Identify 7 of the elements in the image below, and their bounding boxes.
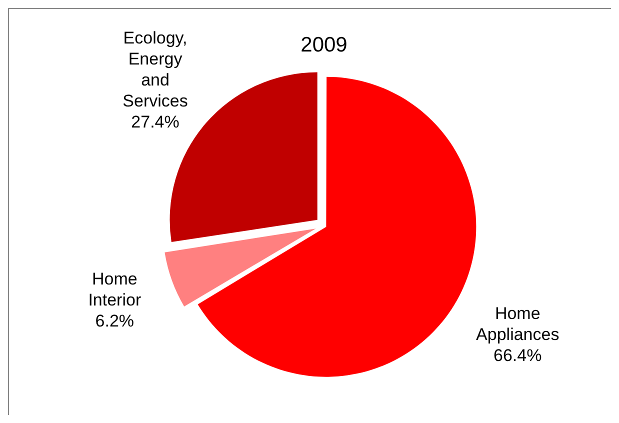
data-label: 27.4% xyxy=(131,112,180,132)
chart-title: 2009 xyxy=(300,33,348,56)
slice-label: Home Appliances xyxy=(476,304,560,344)
data-label: 6.2% xyxy=(95,312,134,331)
slice-label: Ecology, Energy and Services xyxy=(122,28,188,110)
data-label: 66.4% xyxy=(494,346,542,365)
slice-label: Home Interior xyxy=(88,270,142,310)
